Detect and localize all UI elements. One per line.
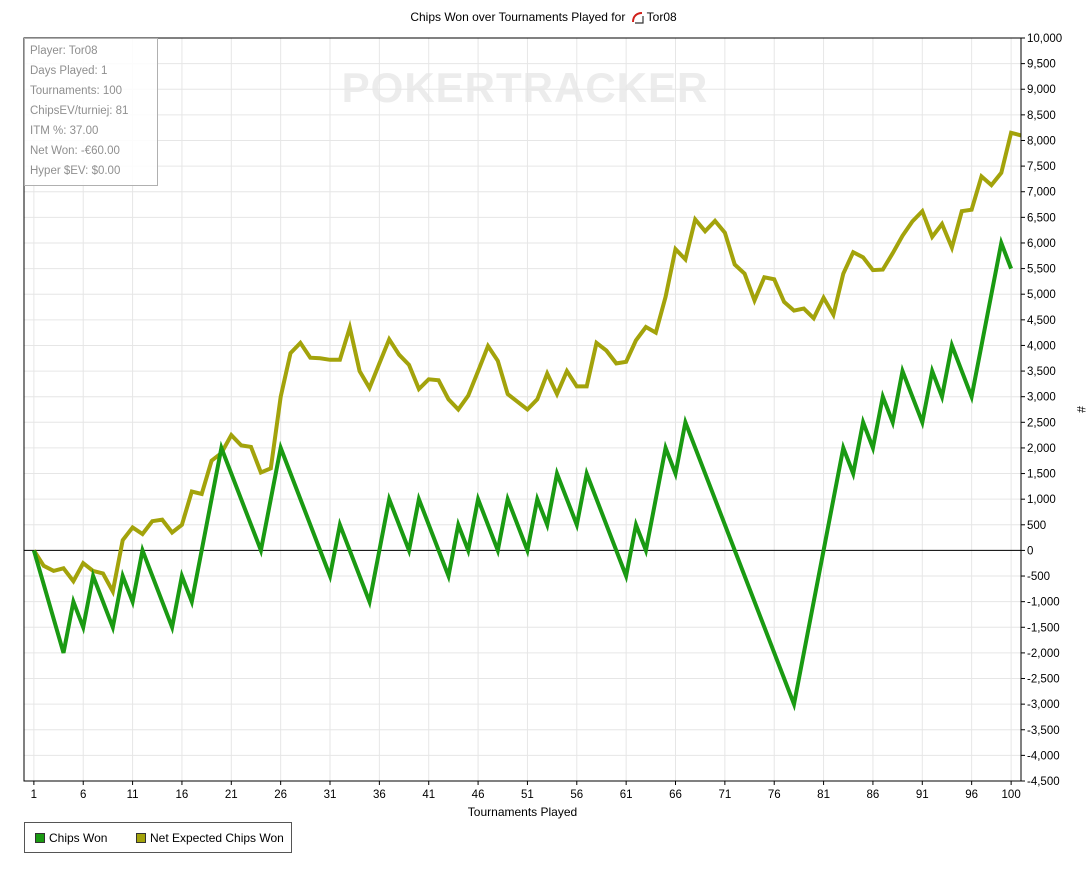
y-tick-label: 7,000 xyxy=(1027,187,1056,199)
y-tick-label: -500 xyxy=(1027,571,1050,583)
x-tick-label: 36 xyxy=(373,789,386,801)
y-tick-label: -4,500 xyxy=(1027,776,1060,788)
series-lines xyxy=(31,130,1022,712)
x-tick-label: 81 xyxy=(817,789,830,801)
x-tick-label: 51 xyxy=(521,789,534,801)
y-tick-label: 6,000 xyxy=(1027,238,1056,250)
player-stats-box: Player: Tor08 Days Played: 1 Tournaments: … xyxy=(24,38,158,186)
legend: Chips Won Net Expected Chips Won xyxy=(24,822,292,853)
x-tick-label: 91 xyxy=(916,789,929,801)
chart-title-player: Tor08 xyxy=(646,10,677,24)
x-tick-label: 56 xyxy=(570,789,583,801)
chart-title-text: Chips Won over Tournaments Played for xyxy=(410,10,626,24)
x-tick-label: 96 xyxy=(965,789,978,801)
stats-line: Days Played: 1 xyxy=(30,65,108,77)
y-tick-label: 9,500 xyxy=(1027,59,1056,71)
grid-lines xyxy=(24,37,1021,782)
y-tick-label: -4,000 xyxy=(1027,750,1060,762)
stats-line: Net Won: -€60.00 xyxy=(30,145,120,157)
stats-line: Hyper $EV: $0.00 xyxy=(30,165,121,177)
legend-swatch-chips-won xyxy=(35,833,45,843)
y-tick-label: -1,500 xyxy=(1027,622,1060,634)
stats-line: Player: Tor08 xyxy=(30,45,98,57)
legend-label-net-expected: Net Expected Chips Won xyxy=(150,831,284,845)
x-tick-label: 100 xyxy=(1002,789,1021,801)
x-tick-label: 66 xyxy=(669,789,682,801)
y-tick-label: 6,500 xyxy=(1027,212,1056,224)
y-tick-label: -2,000 xyxy=(1027,648,1060,660)
x-tick-label: 31 xyxy=(324,789,337,801)
x-tick-label: 86 xyxy=(867,789,880,801)
x-tick-label: 6 xyxy=(80,789,86,801)
y-axis-label: # xyxy=(1074,406,1087,413)
y-tick-label: 1,500 xyxy=(1027,469,1056,481)
x-tick-label: 1 xyxy=(31,789,37,801)
watermark-text: POKERTRACKER xyxy=(342,64,709,111)
stats-line: Tournaments: 100 xyxy=(30,85,123,97)
stats-line: ChipsEV/turniej: 81 xyxy=(30,105,129,117)
chart-title: Chips Won over Tournaments Played for To… xyxy=(0,10,1087,24)
series-line-chips-won xyxy=(31,235,1013,712)
x-tick-label: 76 xyxy=(768,789,781,801)
y-tick-label: 7,500 xyxy=(1027,161,1056,173)
y-tick-label: 8,500 xyxy=(1027,110,1056,122)
y-tick-label: 3,500 xyxy=(1027,366,1056,378)
y-tick-label: 0 xyxy=(1027,545,1033,557)
player-site-icon xyxy=(631,11,644,24)
y-tick-label: 9,000 xyxy=(1027,84,1056,96)
y-tick-label: 1,000 xyxy=(1027,494,1056,506)
legend-label-chips-won: Chips Won xyxy=(49,831,108,845)
x-tick-label: 11 xyxy=(127,789,139,801)
x-tick-label: 46 xyxy=(472,789,485,801)
chart-plot-svg: POKERTRACKER 10,000 9,500 9,000 8,500 8,000 7… xyxy=(23,33,1087,819)
y-tick-label: 5,000 xyxy=(1027,289,1056,301)
x-tick-label: 16 xyxy=(176,789,189,801)
x-tick-label: 61 xyxy=(620,789,633,801)
legend-swatch-net-expected xyxy=(136,833,146,843)
x-axis-label: Tournaments Played xyxy=(468,805,577,819)
y-tick-label: 2,000 xyxy=(1027,443,1056,455)
y-tick-label: 5,500 xyxy=(1027,264,1056,276)
y-tick-label: 3,000 xyxy=(1027,392,1056,404)
y-tick-label: -2,500 xyxy=(1027,674,1060,686)
pokertracker-watermark: POKERTRACKER xyxy=(342,64,709,111)
axes: 10,000 9,500 9,000 8,500 8,000 7,500 7,000 6,50… xyxy=(23,33,1087,819)
y-tick-label: -3,000 xyxy=(1027,699,1060,711)
y-tick-label: 8,000 xyxy=(1027,135,1056,147)
stats-line: ITM %: 37.00 xyxy=(30,125,99,137)
y-tick-label: 4,000 xyxy=(1027,340,1056,352)
y-tick-label: -3,500 xyxy=(1027,725,1060,737)
plot-frame xyxy=(23,37,1022,782)
y-tick-label: 500 xyxy=(1027,520,1046,532)
y-tick-label: 10,000 xyxy=(1027,33,1062,45)
x-tick-label: 21 xyxy=(225,789,238,801)
y-tick-label: 4,500 xyxy=(1027,315,1056,327)
x-tick-label: 26 xyxy=(274,789,287,801)
x-tick-label: 71 xyxy=(718,789,731,801)
y-tick-label: 2,500 xyxy=(1027,417,1056,429)
series-line-net-expected-chips-won xyxy=(32,130,1022,598)
y-tick-label: -1,000 xyxy=(1027,597,1060,609)
x-tick-label: 41 xyxy=(422,789,435,801)
